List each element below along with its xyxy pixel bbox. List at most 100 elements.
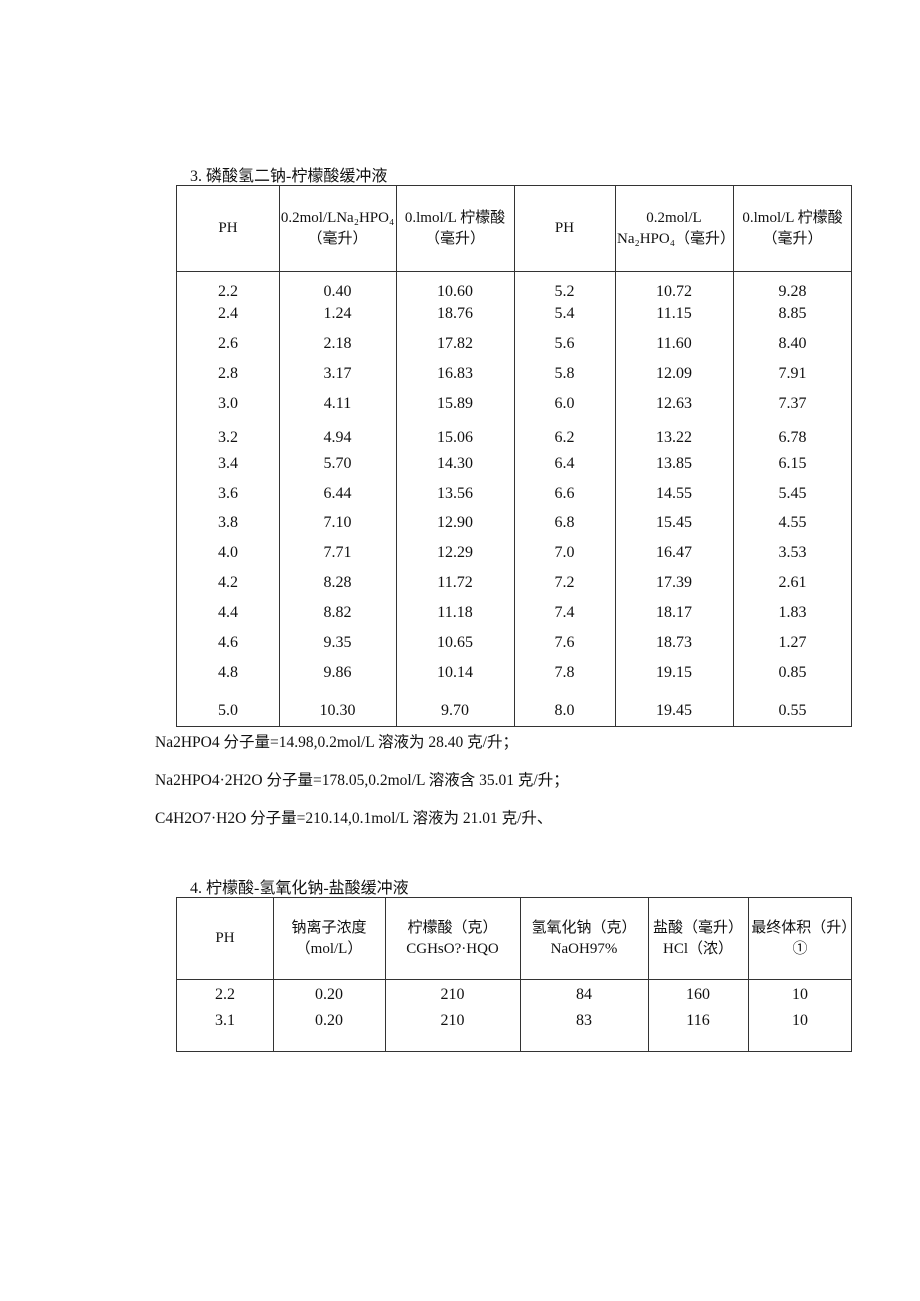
table-cell: 0.20: [315, 986, 343, 1003]
header-cell: 氢氧化钠（克）NaOH97%: [531, 919, 637, 957]
table-cell: 4.2: [218, 574, 238, 591]
table-cell: 6.4: [554, 455, 575, 472]
table-cell: 18.76: [437, 305, 473, 322]
table-cell: 12.90: [437, 514, 473, 531]
column-divider: [514, 186, 515, 726]
table-cell: 4.4: [218, 604, 238, 621]
table-cell: 6.6: [554, 485, 575, 502]
table-cell: 18.73: [656, 634, 692, 651]
table-cell: 5.6: [554, 335, 575, 352]
table-cell: 8.40: [778, 335, 807, 352]
table-cell: 6.8: [554, 514, 575, 531]
table-cell: 10.72: [656, 283, 692, 300]
table-cell: 11.60: [656, 335, 692, 352]
table-cell: 9.28: [778, 283, 807, 300]
table-cell: 5.0: [218, 702, 238, 719]
table-cell: 160: [686, 986, 710, 1003]
table-cell: 83: [576, 1012, 592, 1029]
table-cell: 1.27: [778, 634, 807, 651]
header-cell: 柠檬酸（克）CGHsO?·HQO: [406, 919, 499, 957]
table-cell: 10.60: [437, 283, 473, 300]
table-cell: 15.45: [656, 514, 692, 531]
table-cell: 3.2: [218, 429, 238, 446]
table-cell: 4.94: [323, 429, 352, 446]
header-cell: 0.2mol/L Na₂HPO₄（毫升）: [617, 209, 735, 247]
table-cell: 6.2: [554, 429, 575, 446]
table-cell: 16.47: [656, 544, 692, 561]
header-cell: PH: [218, 220, 238, 236]
table-cell: 2.6: [218, 335, 238, 352]
table-cell: 19.45: [656, 702, 692, 719]
table-cell: 5.4: [554, 305, 575, 322]
note-3: C4H2O7·H2O 分子量=210.14,0.1mol/L 溶液为 21.01…: [155, 810, 553, 827]
table-cell: 16.83: [437, 365, 473, 382]
table-cell: 2.8: [218, 365, 238, 382]
header-cell: PH: [554, 220, 575, 236]
table-cell: 10: [792, 1012, 808, 1029]
table-cell: 3.17: [323, 365, 352, 382]
table-cell: 10.30: [319, 702, 356, 719]
table-cell: 17.39: [656, 574, 692, 591]
header-cell: PH: [215, 930, 235, 946]
table-cell: 9.86: [323, 664, 352, 681]
table-cell: 0.55: [778, 702, 807, 719]
column-divider: [733, 186, 734, 726]
table-cell: 7.37: [778, 395, 807, 412]
table-cell: 6.78: [778, 429, 807, 446]
table-cell: 4.8: [218, 664, 238, 681]
header-divider: [177, 979, 851, 980]
table-cell: 4.11: [323, 395, 352, 412]
header-divider: [177, 271, 851, 272]
table-cell: 19.15: [656, 664, 692, 681]
table-cell: 7.2: [554, 574, 575, 591]
table3-title: 3. 磷酸氢二钠-柠檬酸缓冲液: [190, 168, 388, 185]
table-cell: 2.2: [218, 283, 238, 300]
table-cell: 13.85: [656, 455, 692, 472]
table-cell: 1.83: [778, 604, 807, 621]
column-divider: [648, 898, 649, 1051]
table-cell: 3.0: [218, 395, 238, 412]
header-cell: 最终体积（升）①: [751, 919, 849, 957]
table-cell: 210: [440, 1012, 465, 1029]
table-cell: 18.17: [656, 604, 692, 621]
table-cell: 5.70: [323, 455, 352, 472]
table-cell: 4.6: [218, 634, 238, 651]
table-cell: 7.71: [323, 544, 352, 561]
column-divider: [385, 898, 386, 1051]
table-cell: 14.55: [656, 485, 692, 502]
table-cell: 5.8: [554, 365, 575, 382]
table-cell: 11.72: [437, 574, 473, 591]
header-cell: 0.2mol/LNa₂HPO₄（毫升）: [280, 209, 395, 247]
table-cell: 8.85: [778, 305, 807, 322]
table-cell: 7.10: [323, 514, 352, 531]
table-cell: 17.82: [437, 335, 473, 352]
note-2: Na2HPO4·2H2O 分子量=178.05,0.2mol/L 溶液含 35.…: [155, 772, 569, 789]
table-cell: 7.4: [554, 604, 575, 621]
table-cell: 2.18: [323, 335, 352, 352]
table-cell: 7.8: [554, 664, 575, 681]
table-cell: 12.09: [656, 365, 692, 382]
header-cell: 0.lmol/L 柠檬酸（毫升）: [742, 209, 843, 247]
table-cell: 3.53: [778, 544, 807, 561]
table-cell: 210: [440, 986, 465, 1003]
table-cell: 7.6: [554, 634, 575, 651]
table-cell: 3.4: [218, 455, 238, 472]
table-cell: 116: [686, 1012, 710, 1029]
header-cell: 钠离子浓度（mol/L）: [291, 919, 367, 957]
table-cell: 2.61: [778, 574, 807, 591]
column-divider: [748, 898, 749, 1051]
column-divider: [279, 186, 280, 726]
table4-title: 4. 柠檬酸-氢氧化钠-盐酸缓冲液: [190, 880, 409, 897]
table-cell: 14.30: [437, 455, 473, 472]
table-cell: 8.0: [554, 702, 575, 719]
table-cell: 5.2: [554, 283, 575, 300]
table-cell: 5.45: [778, 485, 807, 502]
table-cell: 0.20: [315, 1012, 343, 1029]
table-cell: 12.63: [656, 395, 692, 412]
column-divider: [615, 186, 616, 726]
table-cell: 1.24: [323, 305, 352, 322]
table-cell: 3.6: [218, 485, 238, 502]
table-cell: 11.15: [656, 305, 692, 322]
table-cell: 0.40: [323, 283, 352, 300]
table-cell: 2.2: [215, 986, 235, 1003]
